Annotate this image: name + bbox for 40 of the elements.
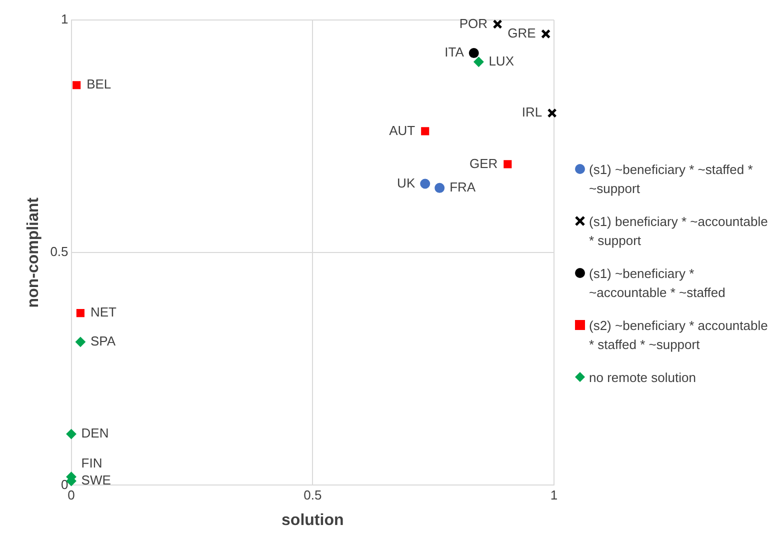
point	[468, 48, 479, 58]
point	[504, 160, 512, 168]
annotation: NET	[90, 304, 117, 320]
annotation: SPA	[90, 333, 116, 348]
point	[72, 81, 81, 90]
annotation: IRL	[522, 104, 542, 120]
y-tick-label: 0.5	[50, 244, 68, 260]
x-tick-label: 0.5	[304, 488, 322, 503]
point	[75, 336, 86, 347]
point	[420, 178, 430, 189]
point	[547, 108, 557, 118]
point	[541, 29, 551, 39]
annotation: ITA	[444, 44, 464, 60]
annotation: GRE	[508, 26, 536, 41]
y-tick-label: 0	[61, 476, 68, 492]
annotation: BEL	[86, 76, 112, 92]
annotation: FRA	[450, 180, 476, 195]
annotation: FIN	[81, 455, 102, 470]
point	[76, 309, 84, 318]
legend-label: no remote solution	[589, 369, 696, 387]
y-tick-label: 1	[61, 12, 68, 27]
x-tick-label: 1	[550, 488, 558, 503]
legend-label: (s2) ~beneficiary * accountable * staffed * ~support	[589, 317, 769, 354]
point	[421, 127, 430, 136]
legend-label: (s1) beneficiary * ~accountable * support	[589, 213, 769, 250]
point	[474, 56, 484, 67]
annotation: GER	[469, 156, 498, 171]
y-axis-title: non-compliant	[25, 196, 42, 308]
legend-label: (s1) ~beneficiary * ~staffed * ~support	[589, 161, 754, 198]
annotation: POR	[459, 16, 488, 31]
x-axis-title: solution	[282, 512, 344, 529]
point	[66, 429, 76, 440]
annotation: DEN	[81, 426, 109, 441]
annotation: UK	[397, 175, 416, 190]
annotation: SWE	[81, 472, 112, 488]
annotation: LUX	[488, 53, 514, 68]
point	[492, 19, 502, 29]
annotation: AUT	[389, 122, 416, 138]
point	[434, 182, 445, 193]
legend-label: (s1) ~beneficiary * ~accountable * ~staffed	[589, 265, 726, 302]
